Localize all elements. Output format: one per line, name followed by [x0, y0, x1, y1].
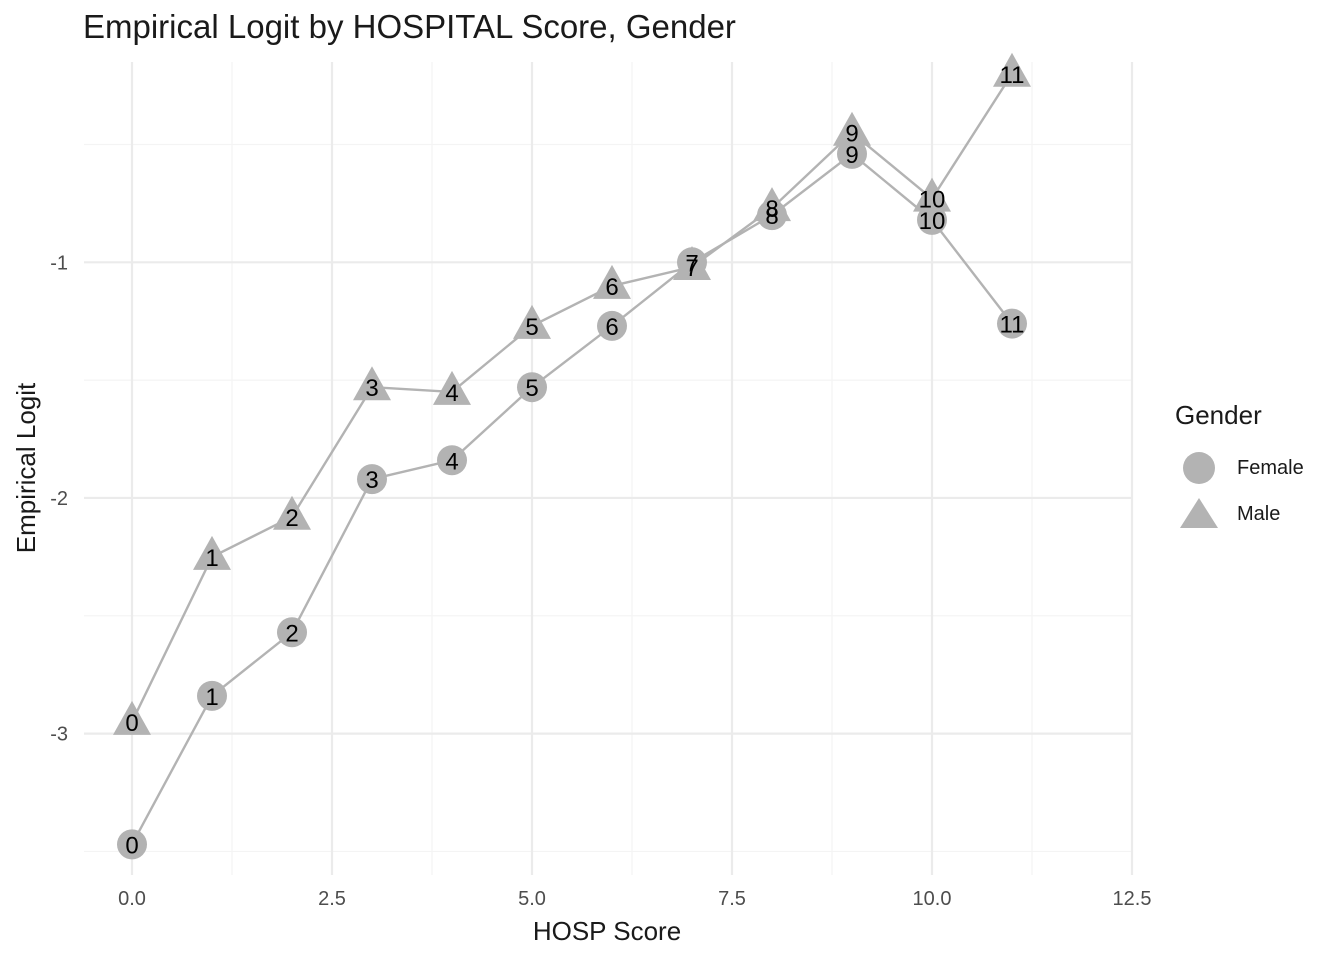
point-male	[193, 535, 231, 570]
point-label-male: 8	[765, 196, 778, 223]
point-female	[997, 308, 1027, 339]
x-tick-labels: 0.0 2.5 5.0 7.5 10.0 12.5	[118, 888, 1151, 910]
point-label-female: 7	[685, 250, 698, 277]
point-male	[753, 187, 791, 222]
point-label-male: 0	[125, 710, 138, 737]
point-label-female: 5	[525, 375, 538, 402]
x-tick-label: 12.5	[1113, 888, 1152, 910]
point-label-female: 8	[765, 203, 778, 230]
series-markers	[113, 52, 1031, 860]
x-tick-label: 7.5	[718, 888, 746, 910]
point-male	[513, 304, 551, 339]
point-female	[837, 138, 867, 169]
point-label-female: 1	[205, 684, 218, 711]
x-tick-label: 10.0	[913, 888, 952, 910]
y-tick-label: -2	[50, 488, 68, 510]
point-label-male: 9	[845, 121, 858, 148]
y-tick-label: -1	[50, 252, 68, 274]
point-label-female: 2	[285, 620, 298, 647]
point-female	[197, 680, 227, 711]
point-label-female: 9	[845, 142, 858, 169]
point-male	[913, 177, 951, 212]
point-label-female: 11	[1000, 312, 1025, 339]
point-label-male: 1	[205, 545, 218, 572]
point-female	[277, 617, 307, 648]
point-label-female: 0	[125, 832, 138, 859]
series-line-male	[130, 73, 1014, 723]
legend-label-male: Male	[1237, 502, 1281, 525]
y-axis-title: Empirical Logit	[11, 382, 41, 553]
point-label-female: 3	[365, 467, 378, 494]
legend: Gender Female Male	[1175, 400, 1335, 537]
y-tick-labels: -3 -2 -1	[50, 252, 68, 745]
series-lines	[130, 73, 1014, 845]
point-male	[353, 366, 391, 401]
point-male	[593, 264, 631, 299]
point-female	[517, 372, 547, 403]
point-label-male: 11	[1000, 62, 1025, 89]
point-labels: 0 1 2 3 4 5 6 7 8 9 10 11 0 1 2 3 4 5 6 7 8 9 10 11	[125, 62, 1024, 860]
point-male	[113, 700, 151, 735]
point-label-male: 7	[685, 255, 698, 282]
chart-title: Empirical Logit by HOSPITAL Score, Gende…	[83, 8, 736, 45]
point-male	[433, 370, 471, 405]
legend-item-female: Female	[1175, 445, 1335, 491]
legend-item-male: Male	[1175, 491, 1335, 537]
point-label-female: 6	[605, 314, 618, 341]
point-male	[673, 246, 711, 281]
triangle-icon	[1175, 491, 1223, 537]
point-label-male: 4	[445, 380, 458, 407]
legend-label-female: Female	[1237, 456, 1304, 479]
point-label-male: 2	[285, 505, 298, 532]
point-female	[437, 445, 467, 476]
x-axis-title: HOSP Score	[533, 916, 681, 946]
point-female	[117, 829, 147, 860]
y-tick-label: -3	[50, 724, 68, 746]
series-line-female	[130, 152, 1013, 845]
grid-minor	[84, 62, 1132, 875]
point-label-female: 10	[919, 208, 946, 235]
x-tick-label: 2.5	[318, 888, 346, 910]
point-male	[273, 495, 311, 530]
point-label-male: 6	[605, 274, 618, 301]
x-tick-label: 5.0	[518, 888, 546, 910]
grid-major	[84, 62, 1134, 875]
point-female	[917, 204, 947, 235]
legend-title: Gender	[1175, 400, 1262, 430]
point-male	[993, 52, 1031, 87]
point-label-male: 10	[919, 187, 946, 214]
circle-icon	[1175, 445, 1223, 491]
point-female	[597, 310, 627, 341]
point-label-male: 3	[365, 375, 378, 402]
point-male	[833, 111, 871, 146]
point-label-female: 4	[445, 448, 458, 475]
point-female	[357, 464, 387, 495]
point-label-male: 5	[525, 314, 538, 341]
x-tick-label: 0.0	[118, 888, 146, 910]
